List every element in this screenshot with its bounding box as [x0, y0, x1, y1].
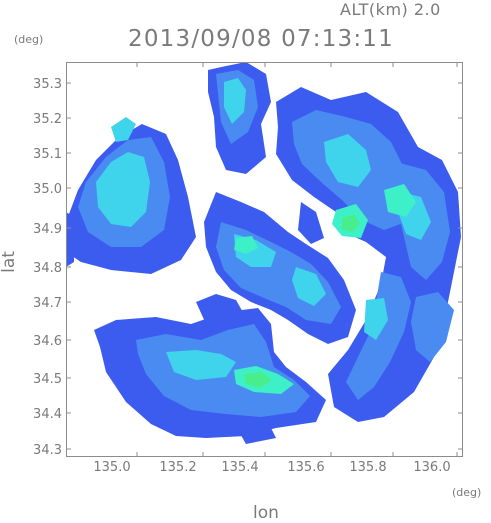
y-axis-label: lat [0, 251, 19, 273]
axis-ticks [66, 62, 463, 457]
y-tick-label: 35.3 [33, 77, 62, 92]
y-tick-label: 35.2 [33, 112, 62, 127]
y-axis-unit: (deg) [14, 33, 44, 46]
datetime-title: 2013/09/08 07:13:11 [128, 26, 394, 52]
x-tick-label: 135.4 [221, 460, 259, 475]
y-tick-label: 34.5 [33, 372, 62, 387]
x-tick-label: 135.8 [349, 460, 387, 475]
y-tick-label: 34.7 [33, 296, 62, 311]
x-tick-label: 135.2 [159, 460, 197, 475]
y-tick-label: 35.1 [33, 147, 62, 162]
x-axis-label: lon [253, 503, 279, 523]
y-tick-label: 34.3 [33, 443, 62, 458]
y-tick-label: 34.9 [33, 222, 62, 237]
y-tick-label: 34.6 [33, 334, 62, 349]
y-tick-label: 34.4 [33, 407, 62, 422]
radar-map-plot [66, 62, 463, 457]
x-axis-unit: (deg) [452, 486, 482, 499]
x-tick-label: 135.6 [287, 460, 325, 475]
x-tick-label: 136.0 [413, 460, 451, 475]
echo-peak [244, 214, 360, 388]
echo-layer [66, 62, 461, 444]
y-tick-label: 34.8 [33, 261, 62, 276]
x-tick-label: 135.0 [93, 460, 131, 475]
y-tick-label: 35.0 [33, 182, 62, 197]
altitude-label: ALT(km) 2.0 [340, 0, 441, 19]
